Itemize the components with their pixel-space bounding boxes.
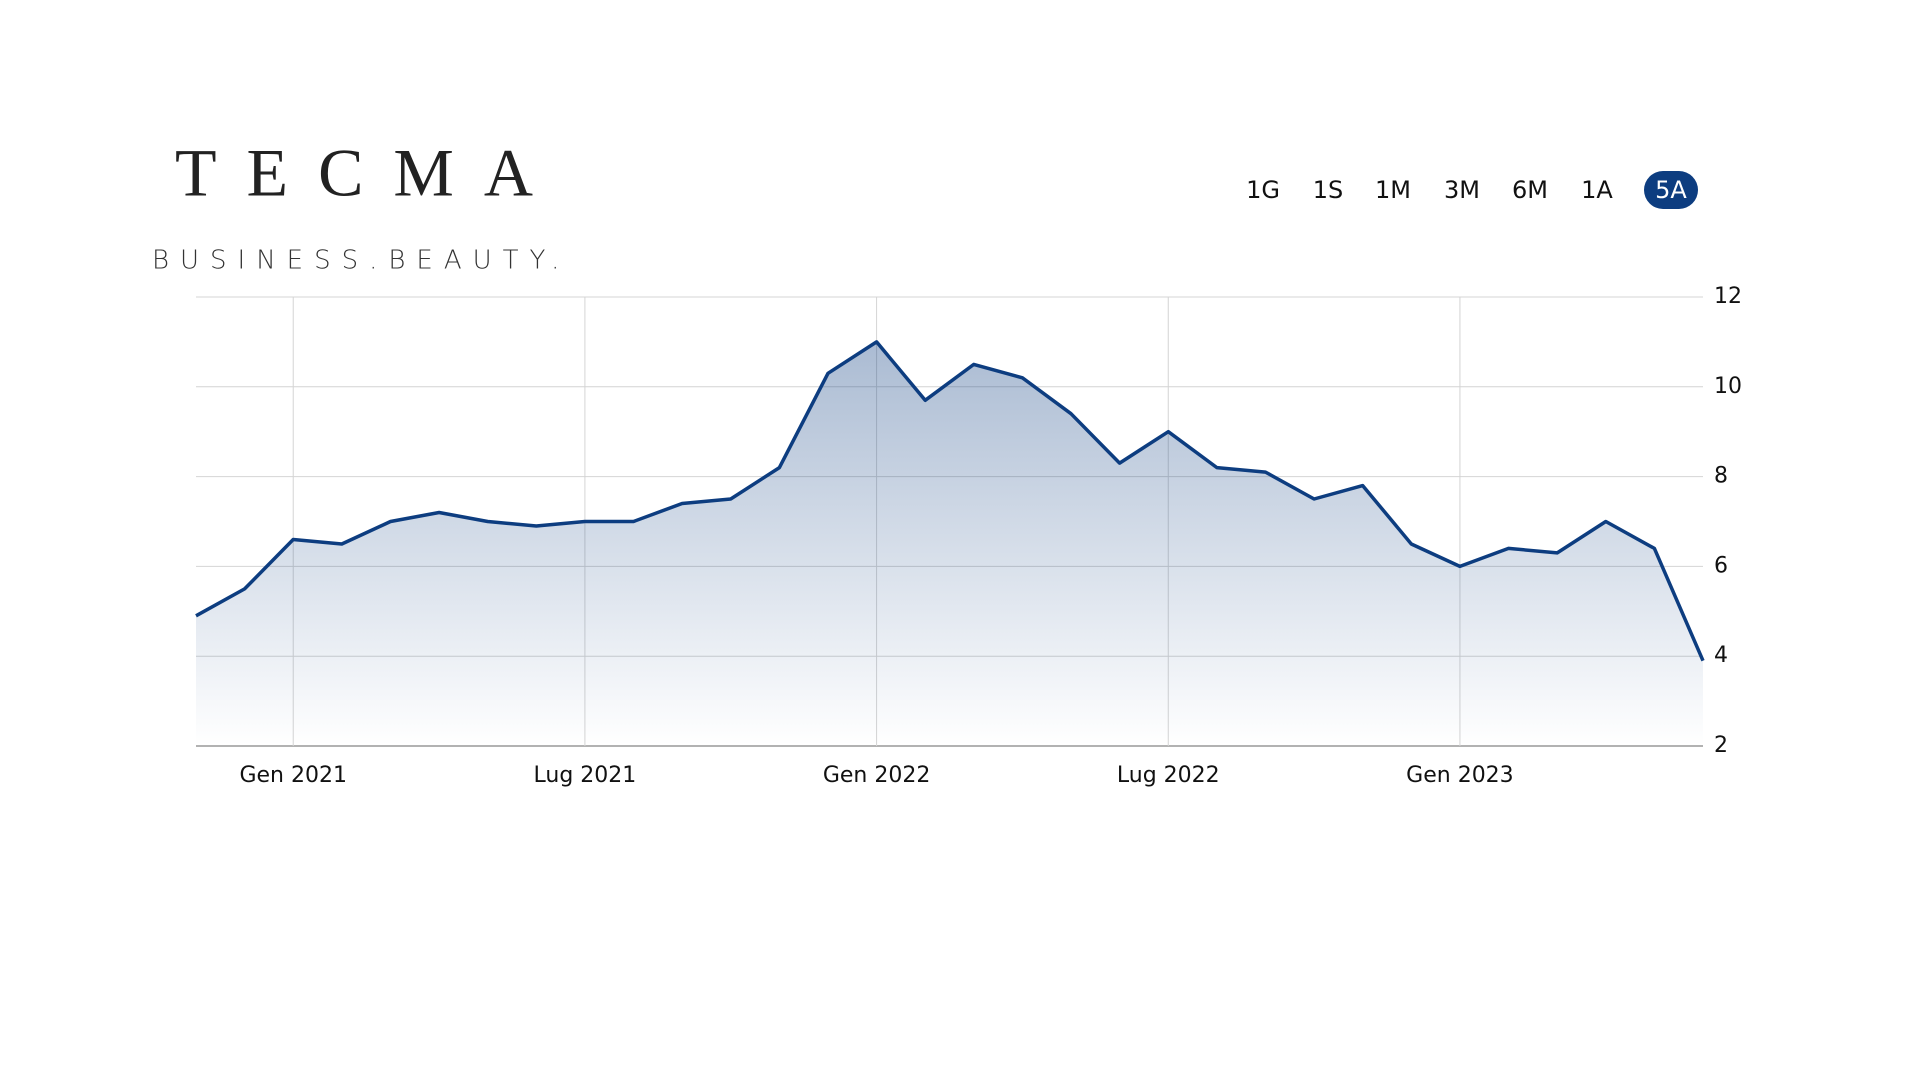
x-tick-label: Lug 2022	[1117, 763, 1220, 788]
x-tick-label: Gen 2023	[1406, 763, 1514, 788]
range-button-bg[interactable]	[1644, 171, 1698, 209]
range-button[interactable]: 5A	[1644, 171, 1698, 209]
range-button[interactable]: 1S	[1313, 176, 1344, 204]
range-button-label[interactable]: 6M	[1512, 176, 1548, 204]
y-tick-label: 6	[1714, 553, 1728, 578]
y-tick-label: 8	[1714, 464, 1728, 489]
x-tick-label: Lug 2021	[534, 763, 637, 788]
range-button[interactable]: 3M	[1444, 176, 1480, 204]
range-buttons: 1G 1S 1M 3M 6M 1A 5A	[1246, 171, 1698, 209]
price-line	[195, 340, 1705, 662]
logo-name: TECMA	[175, 135, 563, 211]
y-tick-label: 2	[1714, 733, 1728, 758]
y-tick-label: 12	[1714, 284, 1742, 309]
x-tick-label: Gen 2021	[239, 763, 347, 788]
range-button-label[interactable]: 1S	[1313, 176, 1344, 204]
range-button-label[interactable]: 1A	[1581, 176, 1613, 204]
range-button[interactable]: 1A	[1581, 176, 1613, 204]
x-tick-label: Gen 2022	[823, 763, 931, 788]
range-button[interactable]: 6M	[1512, 176, 1548, 204]
area	[196, 341, 1703, 746]
range-button-label[interactable]: 3M	[1444, 176, 1480, 204]
range-button[interactable]: 1G	[1246, 176, 1280, 204]
y-tick-label: 10	[1714, 374, 1742, 399]
range-button-label[interactable]: 5A	[1655, 176, 1687, 204]
logo-tagline: BUSINESS.BEAUTY.	[152, 246, 570, 276]
range-button[interactable]: 1M	[1375, 176, 1411, 204]
range-button-label[interactable]: 1G	[1246, 176, 1280, 204]
y-tick-label: 4	[1714, 643, 1728, 668]
plot: 2 4 6 8 10 12 Gen 2021 Lug 2021 Gen 2022 Lug 2022…	[195, 284, 1742, 788]
range-button-label[interactable]: 1M	[1375, 176, 1411, 204]
